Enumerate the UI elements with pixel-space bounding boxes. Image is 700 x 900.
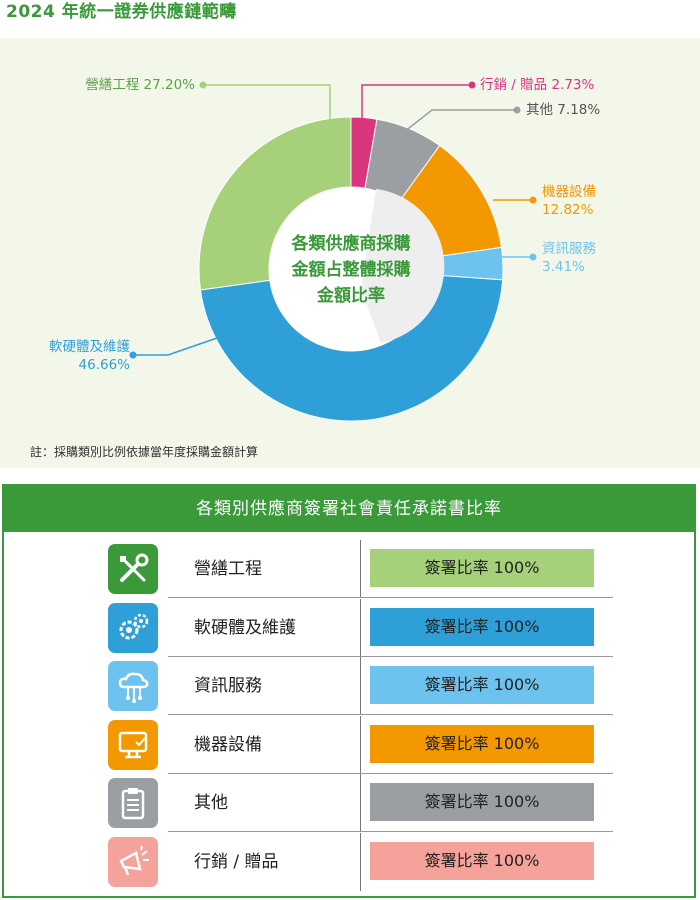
column-divider [360, 832, 361, 891]
slice-label-5: 營繕工程 27.20% [85, 76, 195, 94]
slice-label-4: 軟硬體及維護 46.66% [49, 338, 130, 374]
slice-name-1: 其他 [526, 102, 553, 118]
leader-dot-1 [513, 106, 521, 114]
slice-value-3: 3.41% [542, 259, 585, 275]
slice-label-3: 資訊服務 3.41% [542, 240, 596, 276]
slice-value-0: 2.73% [551, 77, 595, 93]
signing-rate-table: 各類別供應商簽署社會責任承諾書比率 營繕工程 簽署比率 100% 軟硬體及維護 簽署比… [2, 484, 696, 898]
cloud-network-icon [108, 661, 158, 711]
computer-icon [108, 719, 158, 770]
row-category: 行銷 / 贈品 [194, 851, 279, 872]
column-divider [360, 774, 361, 832]
leader-line-1 [403, 109, 515, 133]
leader-dot-5 [199, 81, 207, 89]
row-divider [168, 772, 613, 774]
column-divider [360, 540, 361, 598]
slice-name-5: 營繕工程 [85, 77, 140, 93]
row-category: 資訊服務 [194, 676, 262, 696]
center-label-line-1: 金額占整體採購 [291, 259, 411, 280]
table-row: 軟硬體及維護 簽署比率 100% [108, 598, 613, 657]
column-divider [360, 598, 361, 657]
tools-icon [108, 544, 158, 594]
center-label-line-2: 金額比率 [316, 285, 385, 306]
table-row: 機器設備 簽署比率 100% [108, 715, 613, 774]
column-divider [360, 715, 361, 774]
slice-value-4: 46.66% [78, 357, 130, 373]
leader-dot-4 [129, 351, 137, 359]
leader-dot-3 [529, 253, 537, 261]
page-title: 2024 年統一證券供應鏈範疇 [6, 2, 237, 22]
column-divider [360, 657, 361, 715]
gears-icon [108, 602, 158, 653]
chart-note: 註：採購類別比例依據當年度採購金額計算 [30, 445, 259, 459]
megaphone-icon [108, 836, 158, 887]
leader-line-4 [135, 337, 218, 356]
clipboard-icon [108, 778, 158, 828]
row-category: 營繕工程 [194, 559, 262, 579]
row-category: 軟硬體及維護 [194, 617, 296, 638]
row-signing-rate: 簽署比率 100% [370, 724, 594, 763]
table-row: 其他 簽署比率 100% [108, 774, 613, 832]
slice-value-2: 12.82% [542, 202, 594, 218]
row-divider [168, 655, 613, 657]
slice-label-2: 機器設備 12.82% [542, 183, 596, 219]
table-title: 各類別供應商簽署社會責任承諾書比率 [4, 486, 694, 532]
slice-label-0: 行銷 / 贈品 2.73% [480, 76, 594, 94]
leader-line-0 [361, 84, 470, 120]
row-signing-rate: 簽署比率 100% [370, 841, 594, 880]
table-row: 資訊服務 簽署比率 100% [108, 657, 613, 715]
row-signing-rate: 簽署比率 100% [370, 607, 594, 646]
table-row: 行銷 / 贈品 簽署比率 100% [108, 832, 613, 891]
leader-line-5 [205, 84, 331, 120]
row-category: 機器設備 [194, 734, 262, 755]
donut-center-shade [361, 189, 445, 343]
row-signing-rate: 簽署比率 100% [370, 783, 594, 821]
slice-name-4: 軟硬體及維護 [49, 339, 130, 355]
row-signing-rate: 簽署比率 100% [370, 549, 594, 587]
row-divider [168, 831, 613, 832]
chart-panel: 各類供應商採購 金額占整體採購 金額比率 行銷 / 贈品 2.73% 其他 7.18%… [0, 38, 700, 468]
leader-dot-0 [468, 81, 476, 89]
row-category: 其他 [194, 793, 228, 813]
slice-value-1: 7.18% [557, 102, 601, 118]
leader-dot-2 [529, 196, 537, 204]
row-divider [168, 714, 613, 715]
slice-name-0: 行銷 / 贈品 [480, 77, 548, 93]
center-label-line-0: 各類供應商採購 [291, 233, 411, 254]
slice-name-3: 資訊服務 [542, 241, 596, 257]
row-divider [168, 597, 613, 598]
table-row: 營繕工程 簽署比率 100% [108, 540, 613, 598]
slice-label-1: 其他 7.18% [526, 101, 600, 119]
slice-name-2: 機器設備 [542, 184, 596, 200]
row-signing-rate: 簽署比率 100% [370, 666, 594, 704]
slice-value-5: 27.20% [143, 77, 195, 93]
